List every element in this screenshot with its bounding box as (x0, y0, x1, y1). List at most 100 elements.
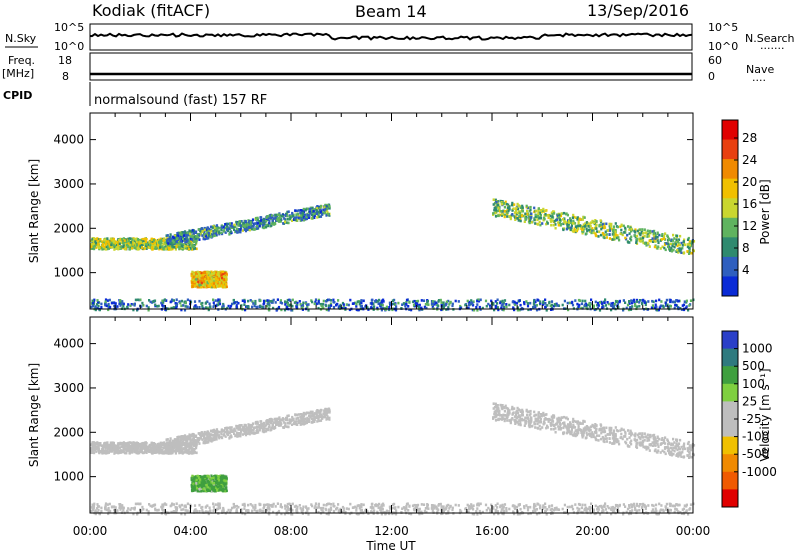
echo-cell (644, 242, 646, 245)
echo-cell (124, 452, 126, 455)
echo-cell (588, 222, 590, 225)
echo-cell (291, 219, 293, 222)
echo-cell (128, 240, 130, 243)
echo-cell (278, 306, 280, 309)
echo-cell (613, 225, 615, 228)
echo-cell (309, 416, 311, 419)
echo-cell (576, 218, 578, 221)
echo-cell (579, 218, 581, 221)
echo-cell (670, 305, 672, 308)
echo-cell (383, 300, 385, 303)
echo-cell (215, 277, 217, 280)
echo-cell (155, 246, 157, 249)
echo-cell (516, 217, 518, 220)
echo-cell (516, 212, 518, 215)
echo-cell (93, 441, 95, 444)
echo-cell (206, 237, 208, 240)
echo-cell (257, 222, 259, 225)
echo-cell (533, 302, 535, 305)
echo-cell (153, 239, 155, 242)
echo-cell (361, 305, 363, 308)
echo-cell (534, 305, 536, 308)
echo-cell (182, 231, 184, 234)
echo-cell (164, 298, 166, 301)
echo-cell (590, 221, 592, 224)
echo-cell (256, 225, 258, 228)
echo-cell (504, 206, 506, 209)
echo-cell (211, 277, 213, 280)
echo-cell (108, 445, 110, 448)
echo-cell (271, 214, 273, 217)
echo-cell (222, 271, 224, 274)
echo-cell (624, 227, 626, 230)
echo-cell (294, 209, 296, 212)
echo-cell (538, 207, 540, 210)
echo-cell (176, 298, 178, 301)
echo-cell (544, 213, 546, 216)
echo-cell (135, 299, 137, 302)
echo-cell (423, 299, 425, 302)
echo-cell (300, 303, 302, 306)
echo-cell (355, 303, 357, 306)
echo-cell (194, 300, 196, 303)
echo-cell (388, 306, 390, 309)
echo-cell (676, 235, 678, 238)
echo-cell (263, 303, 265, 306)
echo-cell (295, 417, 297, 420)
echo-cell (635, 241, 637, 244)
echo-cell (116, 450, 118, 453)
echo-cell (515, 207, 517, 210)
echo-cell (299, 416, 301, 419)
echo-cell (496, 302, 498, 305)
echo-cell (105, 248, 107, 251)
echo-cell (307, 214, 309, 217)
echo-cell (296, 216, 298, 219)
echo-cell (645, 232, 647, 235)
echo-cell (250, 299, 252, 302)
echo-cell (256, 306, 258, 309)
echo-cell (202, 274, 204, 277)
echo-cell (636, 300, 638, 303)
echo-cell (513, 207, 515, 210)
echo-cell (254, 228, 256, 231)
echo-cell (129, 237, 131, 240)
echo-cell (671, 245, 673, 248)
cpid-label: CPID (3, 89, 32, 102)
echo-cell (240, 228, 242, 231)
echo-cell (576, 303, 578, 306)
echo-cell (103, 443, 105, 446)
echo-cell (674, 246, 676, 249)
echo-cell (130, 445, 132, 448)
echo-cell (553, 224, 555, 227)
echo-cell (110, 244, 112, 247)
echo-cell (220, 232, 222, 235)
echo-cell (598, 304, 600, 307)
echo-cell (165, 247, 167, 250)
echo-cell (145, 445, 147, 448)
echo-cell (690, 299, 692, 302)
echo-cell (292, 299, 294, 302)
echo-cell (435, 302, 437, 305)
echo-cell (649, 231, 651, 234)
echo-cell (266, 299, 268, 302)
echo-cell (244, 220, 246, 223)
echo-cell (254, 300, 256, 303)
echo-cell (192, 285, 194, 288)
echo-cell (198, 306, 200, 309)
y-tick-label: 2000 (53, 221, 84, 235)
echo-cell (657, 242, 659, 245)
echo-cell (572, 229, 574, 232)
echo-cell (291, 212, 293, 215)
echo-cell (558, 224, 560, 227)
echo-cell (298, 209, 300, 212)
echo-cell (223, 229, 225, 232)
echo-cell (195, 445, 197, 448)
echo-cell (244, 301, 246, 304)
echo-cell (489, 306, 491, 309)
echo-cell (193, 245, 195, 248)
echo-cell (529, 216, 531, 219)
echo-cell (99, 238, 101, 241)
echo-cell (113, 445, 115, 448)
echo-cell (544, 306, 546, 309)
echo-cell (188, 248, 190, 251)
